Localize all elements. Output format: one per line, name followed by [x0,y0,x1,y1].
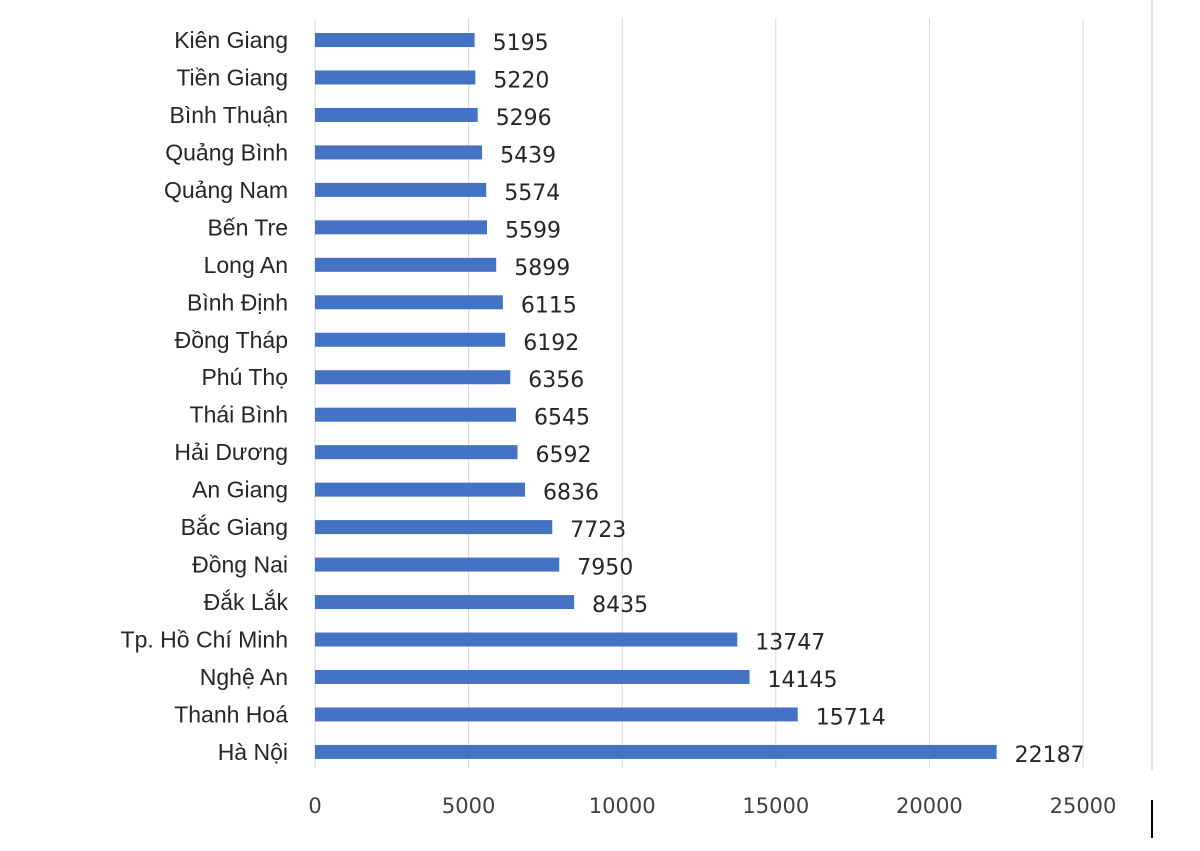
value-label: 14145 [768,668,838,693]
value-label: 7950 [577,556,633,581]
category-label: Phú Thọ [201,364,288,390]
x-tick-label: 10000 [589,794,656,818]
value-label: 5195 [493,31,549,56]
category-label: Nghệ An [200,664,288,690]
value-label: 6836 [543,481,599,506]
value-label: 5899 [514,256,570,281]
bar [315,669,750,684]
category-label: Bắc Giang [181,514,288,540]
category-label: Đồng Nai [192,552,288,578]
category-label: Thái Bình [190,402,288,428]
gridlines [314,18,1084,768]
bar [315,332,506,347]
value-label: 5296 [496,106,552,131]
bar [315,595,575,610]
bar [315,557,560,572]
category-label: Tiền Giang [176,64,288,90]
bars [315,33,997,759]
bar [315,220,488,235]
category-label: An Giang [192,477,288,503]
category-label: Tp. Hồ Chí Minh [121,627,288,653]
value-label: 5439 [500,143,556,168]
bar [315,482,526,497]
category-labels: Kiên Giang Tiền Giang Bình Thuận Quảng Bình… [121,27,289,765]
bar [315,707,798,722]
value-label: 5599 [505,218,561,243]
bar [315,107,478,122]
bar [315,295,503,310]
value-label: 5574 [504,181,560,206]
value-label: 8435 [592,593,648,618]
bar [315,632,738,647]
category-label: Bến Tre [207,214,288,240]
category-label: Kiên Giang [174,27,288,53]
x-tick-label: 5000 [442,794,495,818]
x-tick-label: 20000 [896,794,963,818]
value-label: 7723 [570,518,626,543]
bar [315,744,997,759]
category-label: Đồng Tháp [175,327,288,353]
bar [315,257,497,272]
bar [315,70,476,85]
x-tick-label: 25000 [1050,794,1117,818]
value-label: 6545 [534,406,590,431]
value-labels: 5195 5220 5296 5439 5574 5599 5899 6115 6192 6356… [493,31,1085,768]
bar [315,445,518,460]
bar [315,370,511,385]
value-label: 6592 [536,443,592,468]
bar [315,407,517,422]
x-tick-label: 15000 [742,794,809,818]
bar [315,520,553,535]
category-label: Quảng Bình [165,139,288,165]
category-label: Quảng Nam [164,177,288,203]
x-tick-labels: 0 5000 10000 15000 20000 25000 [308,794,1116,818]
category-label: Đắk Lắk [204,589,289,615]
category-label: Thanh Hoá [174,701,288,727]
value-label: 6356 [528,368,584,393]
value-label: 6192 [523,331,579,356]
category-label: Hải Dương [174,439,288,465]
value-label: 13747 [755,631,825,656]
bar [315,33,475,47]
value-label: 22187 [1015,743,1085,768]
bar [315,145,483,160]
x-tick-label: 0 [308,794,321,818]
value-label: 6115 [521,293,577,318]
category-label: Bình Định [187,289,288,315]
value-label: 15714 [816,705,886,730]
category-label: Hà Nội [218,739,288,765]
category-label: Long An [204,252,288,278]
value-label: 5220 [493,68,549,93]
bar [315,182,487,197]
category-label: Bình Thuận [169,102,288,128]
